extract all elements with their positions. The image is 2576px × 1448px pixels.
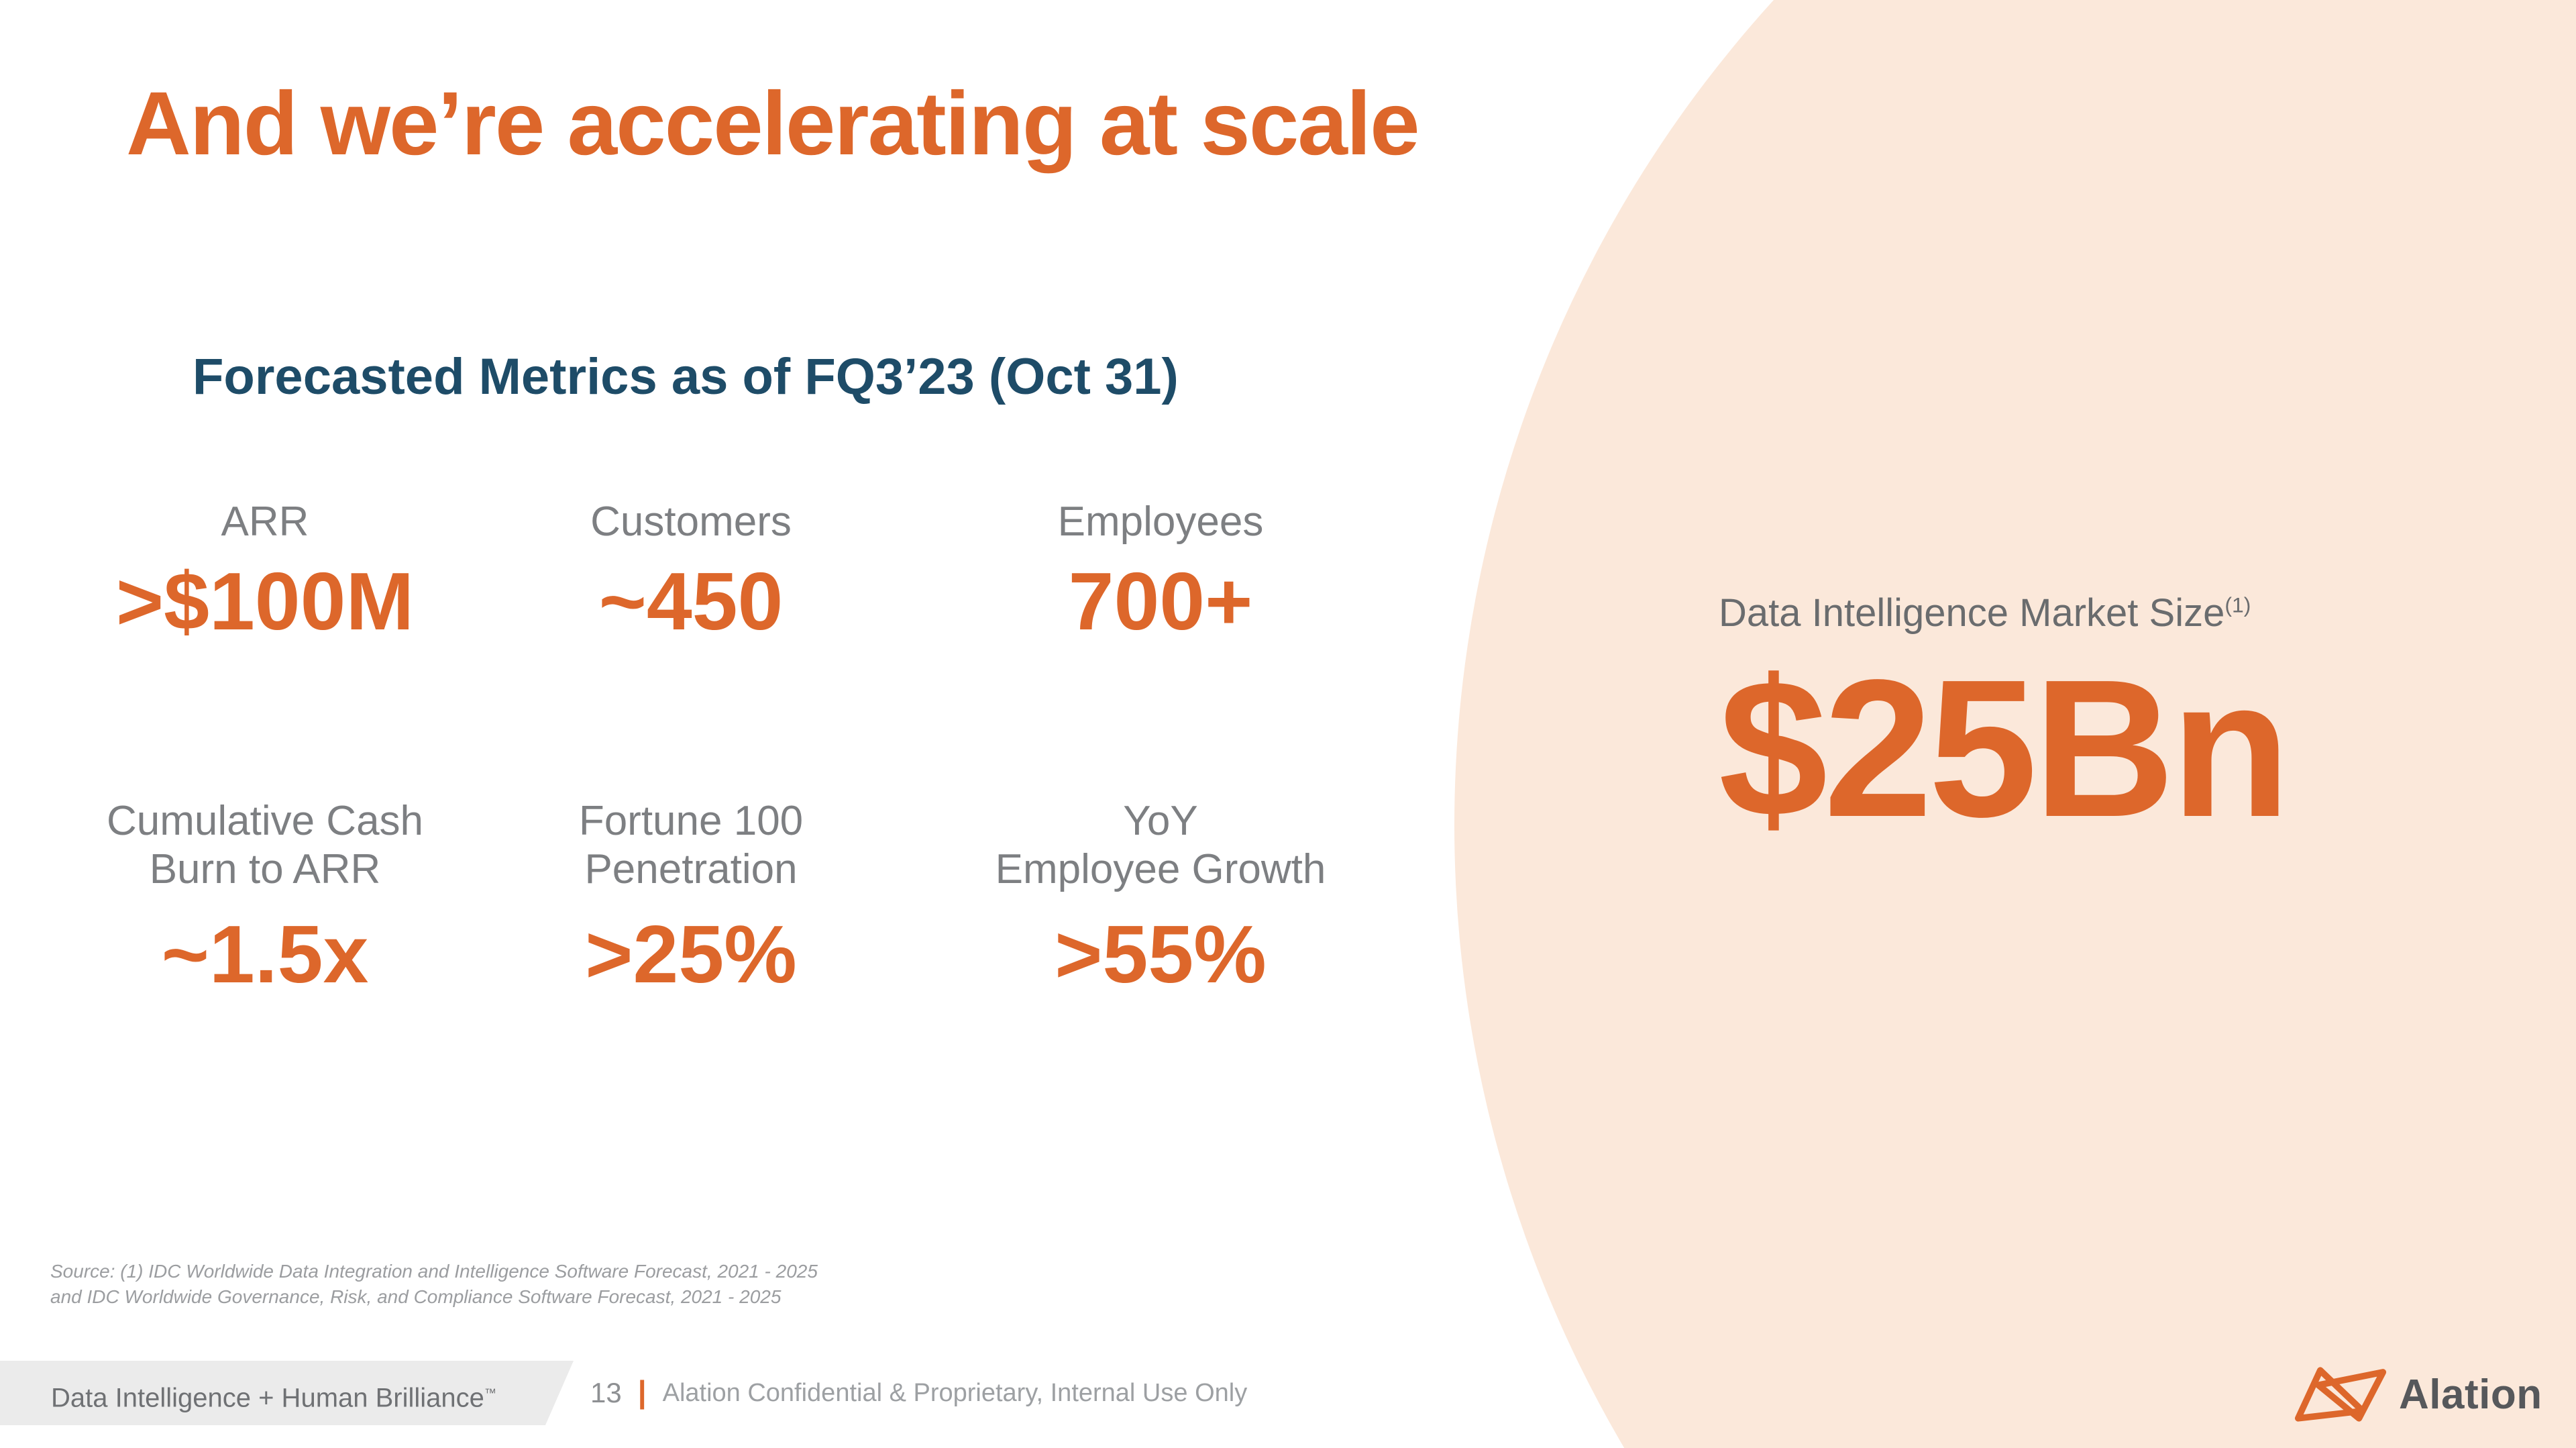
metric-value: >$100M [115,555,415,647]
market-size-label: Data Intelligence Market Size(1) [1719,591,2251,635]
footer-meta: 13 | Alation Confidential & Proprietary,… [590,1361,1247,1425]
metric-yoy-growth: YoY Employee Growth >55% [946,797,1375,997]
metric-value: 700+ [1068,555,1253,647]
source-footnote: Source: (1) IDC Worldwide Data Integrati… [50,1261,818,1307]
metric-label: Fortune 100 Penetration [578,798,804,892]
market-size-value: $25Bn [1719,639,2290,858]
alation-bowtie-icon [2294,1365,2387,1424]
footnote-marker: (1) [2224,592,2251,617]
alation-logo: Alation [2294,1365,2542,1424]
alation-logo-text: Alation [2399,1371,2542,1418]
slide-title: And we’re accelerating at scale [126,74,1420,174]
metric-value: >55% [1055,908,1267,1000]
confidentiality-notice: Alation Confidential & Proprietary, Inte… [662,1378,1248,1407]
metrics-heading: Forecasted Metrics as of FQ3’23 (Oct 31) [193,348,1179,405]
footer-tagline-band: Data Intelligence + Human Brilliance™ [0,1361,574,1425]
page-number: 13 [590,1377,622,1408]
metric-value: ~1.5x [161,908,369,1000]
metric-value: >25% [585,908,797,1000]
metric-label: ARR [221,499,309,545]
metric-cash-burn: Cumulative Cash Burn to ARR ~1.5x [50,797,480,997]
metric-label: Employees [1057,499,1264,545]
trademark-symbol: ™ [484,1386,496,1400]
metric-employees: Employees 700+ [946,498,1375,644]
metric-label: Cumulative Cash Burn to ARR [106,798,424,892]
footer-separator: | [637,1374,647,1409]
metric-fortune100: Fortune 100 Penetration >25% [476,797,906,997]
metric-label: Customers [590,499,792,545]
metric-label: YoY Employee Growth [995,798,1326,892]
metric-value: ~450 [598,555,784,647]
footer-tagline: Data Intelligence + Human Brilliance™ [51,1383,496,1413]
market-circle-background [1454,0,2576,1448]
metric-arr: ARR >$100M [50,498,480,644]
metric-customers: Customers ~450 [476,498,906,644]
market-size-callout: Data Intelligence Market Size(1) $25Bn [1719,590,2290,858]
